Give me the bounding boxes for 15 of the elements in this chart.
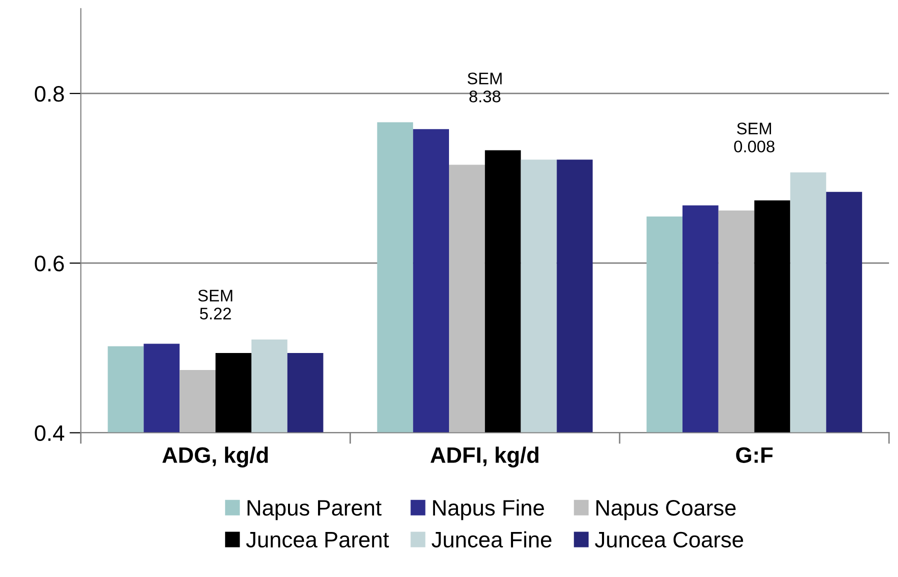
y-tick-label: 0.4	[34, 425, 64, 442]
x-tick-label: G:F	[736, 447, 773, 463]
legend-label: Napus Parent	[248, 500, 382, 520]
legend-label: Napus Coarse	[596, 500, 736, 520]
legend-label: Napus Fine	[433, 499, 544, 520]
x-tick-label: ADG, kg/d	[162, 446, 268, 468]
annotation: SEM 8.38	[468, 72, 502, 102]
x-tick-label: ADFI, kg/d	[430, 446, 538, 468]
legend-label: Juncea Parent	[246, 532, 389, 548]
annotation: SEM 0.008	[734, 122, 774, 152]
annotation: SEM 5.22	[198, 290, 232, 320]
y-tick-label: 0.6	[34, 256, 64, 272]
y-tick-label: 0.8	[34, 86, 64, 102]
legend-label: Juncea Coarse	[594, 532, 744, 548]
legend-label: Juncea Fine	[432, 531, 552, 548]
